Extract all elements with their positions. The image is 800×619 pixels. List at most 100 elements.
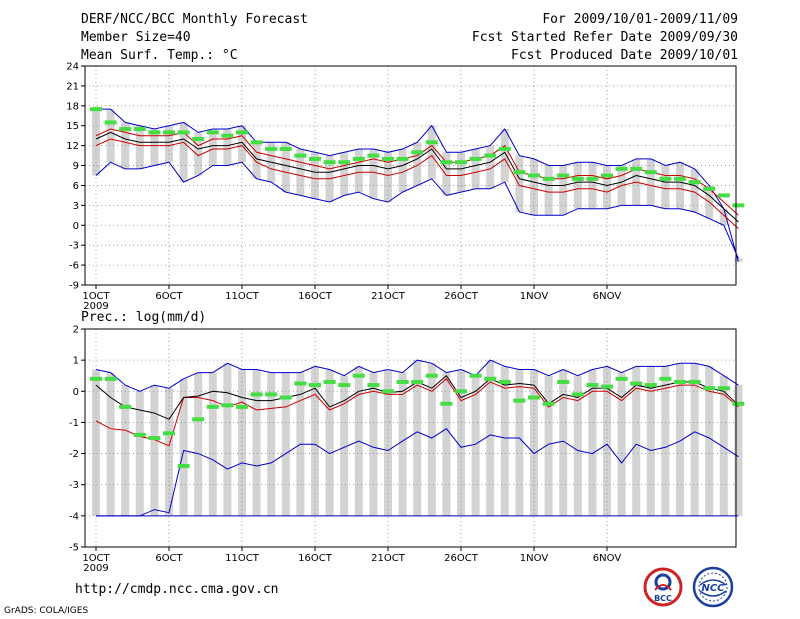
marker-1-44 (732, 401, 745, 406)
marker-0-13 (279, 146, 292, 151)
chart-title: DERF/NCC/BCC Monthly Forecast (81, 12, 308, 27)
box-1-27 (486, 360, 495, 516)
box-0-39 (661, 165, 670, 209)
marker-0-8 (206, 130, 219, 135)
box-0-15 (311, 152, 319, 199)
marker-0-16 (323, 160, 336, 165)
xtick-label-0-2: 11OCT (225, 291, 260, 302)
box-0-29 (515, 155, 524, 212)
marker-1-25 (455, 389, 467, 394)
marker-0-36 (615, 166, 628, 171)
series-mean-0 (95, 131, 739, 223)
source-url[interactable]: http://cmdp.ncc.cma.gov.cn (75, 582, 279, 597)
box-0-11 (252, 142, 261, 179)
ytick-label-0-3: 0 (73, 221, 79, 232)
box-1-36 (617, 372, 626, 516)
bcc-logo: BCC (643, 567, 683, 607)
box-1-17 (340, 375, 349, 516)
box-1-25 (457, 369, 465, 516)
box-0-18 (354, 148, 363, 193)
marker-0-28 (498, 146, 511, 151)
marker-0-20 (382, 156, 394, 161)
marker-1-14 (294, 381, 307, 386)
marker-1-34 (586, 383, 599, 388)
marker-0-29 (513, 170, 526, 175)
box-0-14 (296, 148, 305, 196)
marker-0-37 (630, 166, 643, 171)
variable-label: Mean Surf. Temp.: °C (81, 48, 238, 63)
ncc-logo: NCC (692, 566, 734, 608)
box-1-12 (267, 372, 276, 516)
box-1-23 (427, 363, 436, 516)
precip-title: Prec.: log(mm/d) (81, 310, 207, 325)
marker-0-7 (192, 137, 205, 141)
box-0-31 (544, 165, 553, 216)
xtick-label-1-5: 26OCT (444, 553, 479, 564)
marker-1-29 (513, 398, 526, 403)
marker-1-11 (250, 392, 263, 397)
marker-1-9 (221, 403, 234, 408)
box-1-28 (500, 366, 509, 516)
marker-1-21 (396, 379, 409, 384)
box-0-17 (340, 152, 349, 196)
xtick-label-0-4: 21OCT (371, 291, 406, 302)
marker-1-42 (703, 386, 716, 391)
ytick-label-0-1: -6 (69, 261, 79, 272)
box-0-24 (442, 152, 451, 196)
marker-0-19 (367, 153, 380, 158)
box-1-26 (471, 375, 480, 516)
marker-1-26 (469, 373, 482, 378)
marker-1-22 (411, 379, 424, 384)
box-1-9 (223, 363, 232, 516)
box-1-31 (544, 375, 553, 516)
marker-0-4 (148, 130, 161, 135)
marker-0-39 (659, 176, 672, 181)
box-1-34 (588, 369, 597, 516)
xtick-label-1-1: 6OCT (155, 553, 183, 564)
marker-1-37 (630, 381, 643, 386)
xtick-label-0-7: 6NOV (593, 291, 622, 302)
marker-0-11 (250, 140, 263, 145)
box-1-40 (676, 363, 684, 516)
marker-0-27 (484, 153, 497, 158)
temperature-panel: -9 -6 -3 0 3 6 9 12 15 18 21 24 1OCT 6OCT 11OCT 16OCT 21… (66, 62, 745, 312)
marker-0-6 (177, 130, 190, 135)
marker-1-8 (206, 404, 219, 409)
marker-0-35 (601, 173, 613, 178)
marker-0-18 (352, 156, 365, 161)
box-1-29 (515, 369, 524, 516)
box-0-10 (238, 125, 246, 163)
box-1-30 (530, 369, 538, 516)
box-1-41 (690, 363, 699, 516)
box-1-6 (179, 378, 188, 516)
xtick-label-0-0: 1OCT (82, 291, 110, 302)
xtick-label-0-1: 6OCT (155, 291, 183, 302)
box-1-2 (121, 385, 130, 516)
box-1-33 (573, 375, 582, 516)
marker-0-42 (703, 186, 716, 191)
box-1-19 (369, 372, 378, 516)
box-0-28 (500, 129, 509, 183)
box-0-23 (427, 125, 436, 179)
box-1-13 (281, 372, 290, 516)
marker-0-10 (236, 130, 248, 135)
box-0-8 (208, 129, 217, 166)
plot-frame-1 (84, 328, 737, 548)
marker-1-2 (119, 404, 132, 409)
marker-0-44 (732, 203, 745, 208)
box-0-22 (413, 142, 422, 186)
box-0-6 (179, 122, 188, 183)
marker-0-38 (644, 170, 657, 175)
marker-1-31 (542, 401, 555, 406)
grads-credit: GrADS: COLA/IGES (4, 606, 89, 616)
box-1-32 (559, 369, 568, 516)
marker-1-20 (382, 389, 394, 394)
series-upper-0 (95, 128, 739, 216)
xtick-label-1-7: 6NOV (593, 553, 622, 564)
box-1-0 (92, 369, 100, 516)
marker-0-43 (717, 193, 730, 198)
ncc-logo-text: NCC (701, 583, 725, 594)
ytick-label-0-4: 3 (73, 201, 79, 212)
series-max-1 (95, 359, 739, 392)
